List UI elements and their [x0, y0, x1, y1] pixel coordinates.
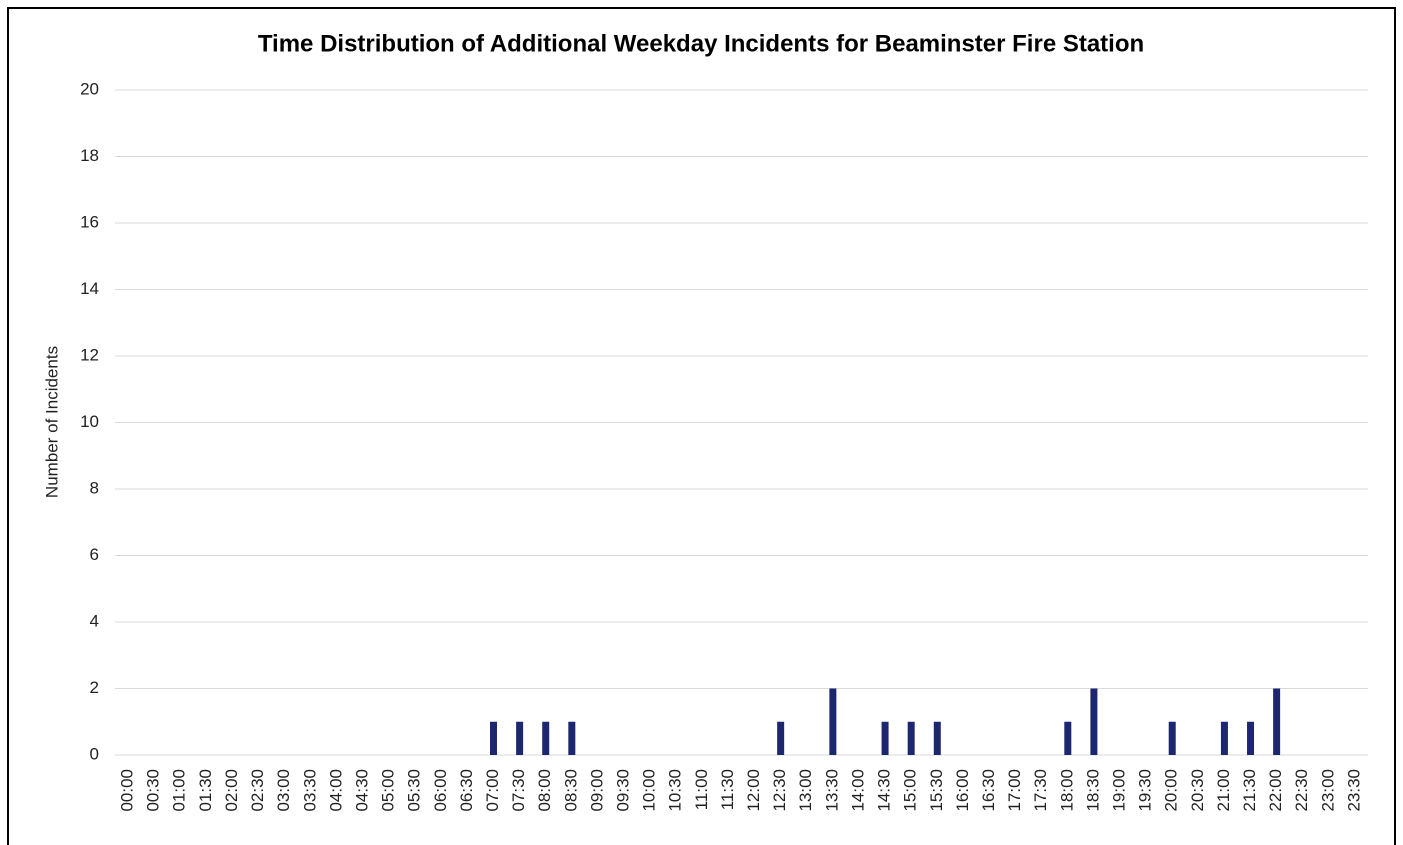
x-tick-label: 22:30 — [1292, 769, 1311, 812]
chart-title: Time Distribution of Additional Weekday … — [258, 30, 1144, 57]
y-tick-label: 10 — [80, 412, 99, 431]
x-tick-label: 07:00 — [483, 769, 502, 812]
bar — [1273, 688, 1281, 755]
x-tick-label: 04:00 — [326, 769, 345, 812]
x-tick-label: 08:30 — [561, 769, 580, 812]
bar — [881, 721, 889, 755]
x-tick-label: 06:00 — [431, 769, 450, 812]
y-tick-label: 0 — [90, 744, 99, 763]
bar — [777, 721, 785, 755]
x-tick-label: 21:00 — [1214, 769, 1233, 812]
x-tick-label: 20:00 — [1162, 769, 1181, 812]
x-tick-label: 16:30 — [979, 769, 998, 812]
bar — [1064, 721, 1072, 755]
x-tick-label: 15:30 — [927, 769, 946, 812]
x-tick-label: 17:30 — [1031, 769, 1050, 812]
x-tick-label: 14:00 — [848, 769, 867, 812]
chart-frame — [7, 7, 1396, 845]
x-tick-label: 13:30 — [822, 769, 841, 812]
x-tick-label: 06:30 — [457, 769, 476, 812]
x-tick-label: 02:00 — [222, 769, 241, 812]
y-axis-label: Number of Incidents — [42, 346, 61, 498]
y-tick-label: 4 — [90, 611, 99, 630]
x-tick-label: 00:00 — [118, 769, 137, 812]
bar — [568, 721, 576, 755]
x-tick-label: 21:30 — [1240, 769, 1259, 812]
x-tick-label: 04:30 — [352, 769, 371, 812]
x-tick-label: 15:00 — [901, 769, 920, 812]
y-tick-label: 8 — [90, 478, 99, 497]
x-tick-label: 14:30 — [875, 769, 894, 812]
x-tick-label: 12:00 — [744, 769, 763, 812]
x-tick-label: 17:00 — [1005, 769, 1024, 812]
x-tick-label: 01:30 — [196, 769, 215, 812]
y-tick-label: 2 — [90, 678, 99, 697]
y-tick-label: 18 — [80, 146, 99, 165]
x-tick-label: 13:00 — [796, 769, 815, 812]
x-tick-label: 08:00 — [535, 769, 554, 812]
bar — [933, 721, 941, 755]
x-tick-label: 19:00 — [1109, 769, 1128, 812]
x-tick-label: 11:30 — [718, 769, 737, 810]
x-tick-label: 10:30 — [666, 769, 685, 812]
x-tick-label: 09:00 — [587, 769, 606, 812]
y-tick-label: 20 — [80, 79, 99, 98]
x-tick-label: 10:00 — [640, 769, 659, 812]
bar — [1247, 721, 1255, 755]
bar — [907, 721, 915, 755]
x-tick-label: 18:30 — [1083, 769, 1102, 812]
x-tick-label: 11:00 — [692, 769, 711, 810]
bar — [1090, 688, 1098, 755]
x-tick-label: 16:00 — [953, 769, 972, 812]
x-tick-label: 23:30 — [1344, 769, 1363, 812]
bar — [542, 721, 550, 755]
x-tick-label: 03:00 — [274, 769, 293, 812]
x-tick-label: 23:00 — [1318, 769, 1337, 812]
bar — [1220, 721, 1228, 755]
x-tick-label: 12:30 — [770, 769, 789, 812]
x-tick-label: 02:30 — [248, 769, 267, 812]
y-tick-label: 6 — [90, 545, 99, 564]
y-tick-label: 14 — [80, 279, 99, 298]
y-tick-label: 12 — [80, 345, 99, 364]
x-tick-label: 07:30 — [509, 769, 528, 812]
bar — [829, 688, 837, 755]
x-tick-label: 01:00 — [170, 769, 189, 812]
bar — [490, 721, 498, 755]
x-tick-label: 05:30 — [405, 769, 424, 812]
y-tick-label: 16 — [80, 212, 99, 231]
x-tick-label: 19:30 — [1136, 769, 1155, 812]
x-tick-label: 18:00 — [1057, 769, 1076, 812]
bar — [516, 721, 524, 755]
x-tick-label: 05:00 — [379, 769, 398, 812]
x-tick-label: 09:30 — [614, 769, 633, 812]
x-tick-label: 22:00 — [1266, 769, 1285, 812]
x-tick-label: 20:30 — [1188, 769, 1207, 812]
bar — [1168, 721, 1176, 755]
x-tick-label: 03:30 — [300, 769, 319, 812]
x-tick-label: 00:30 — [144, 769, 163, 812]
